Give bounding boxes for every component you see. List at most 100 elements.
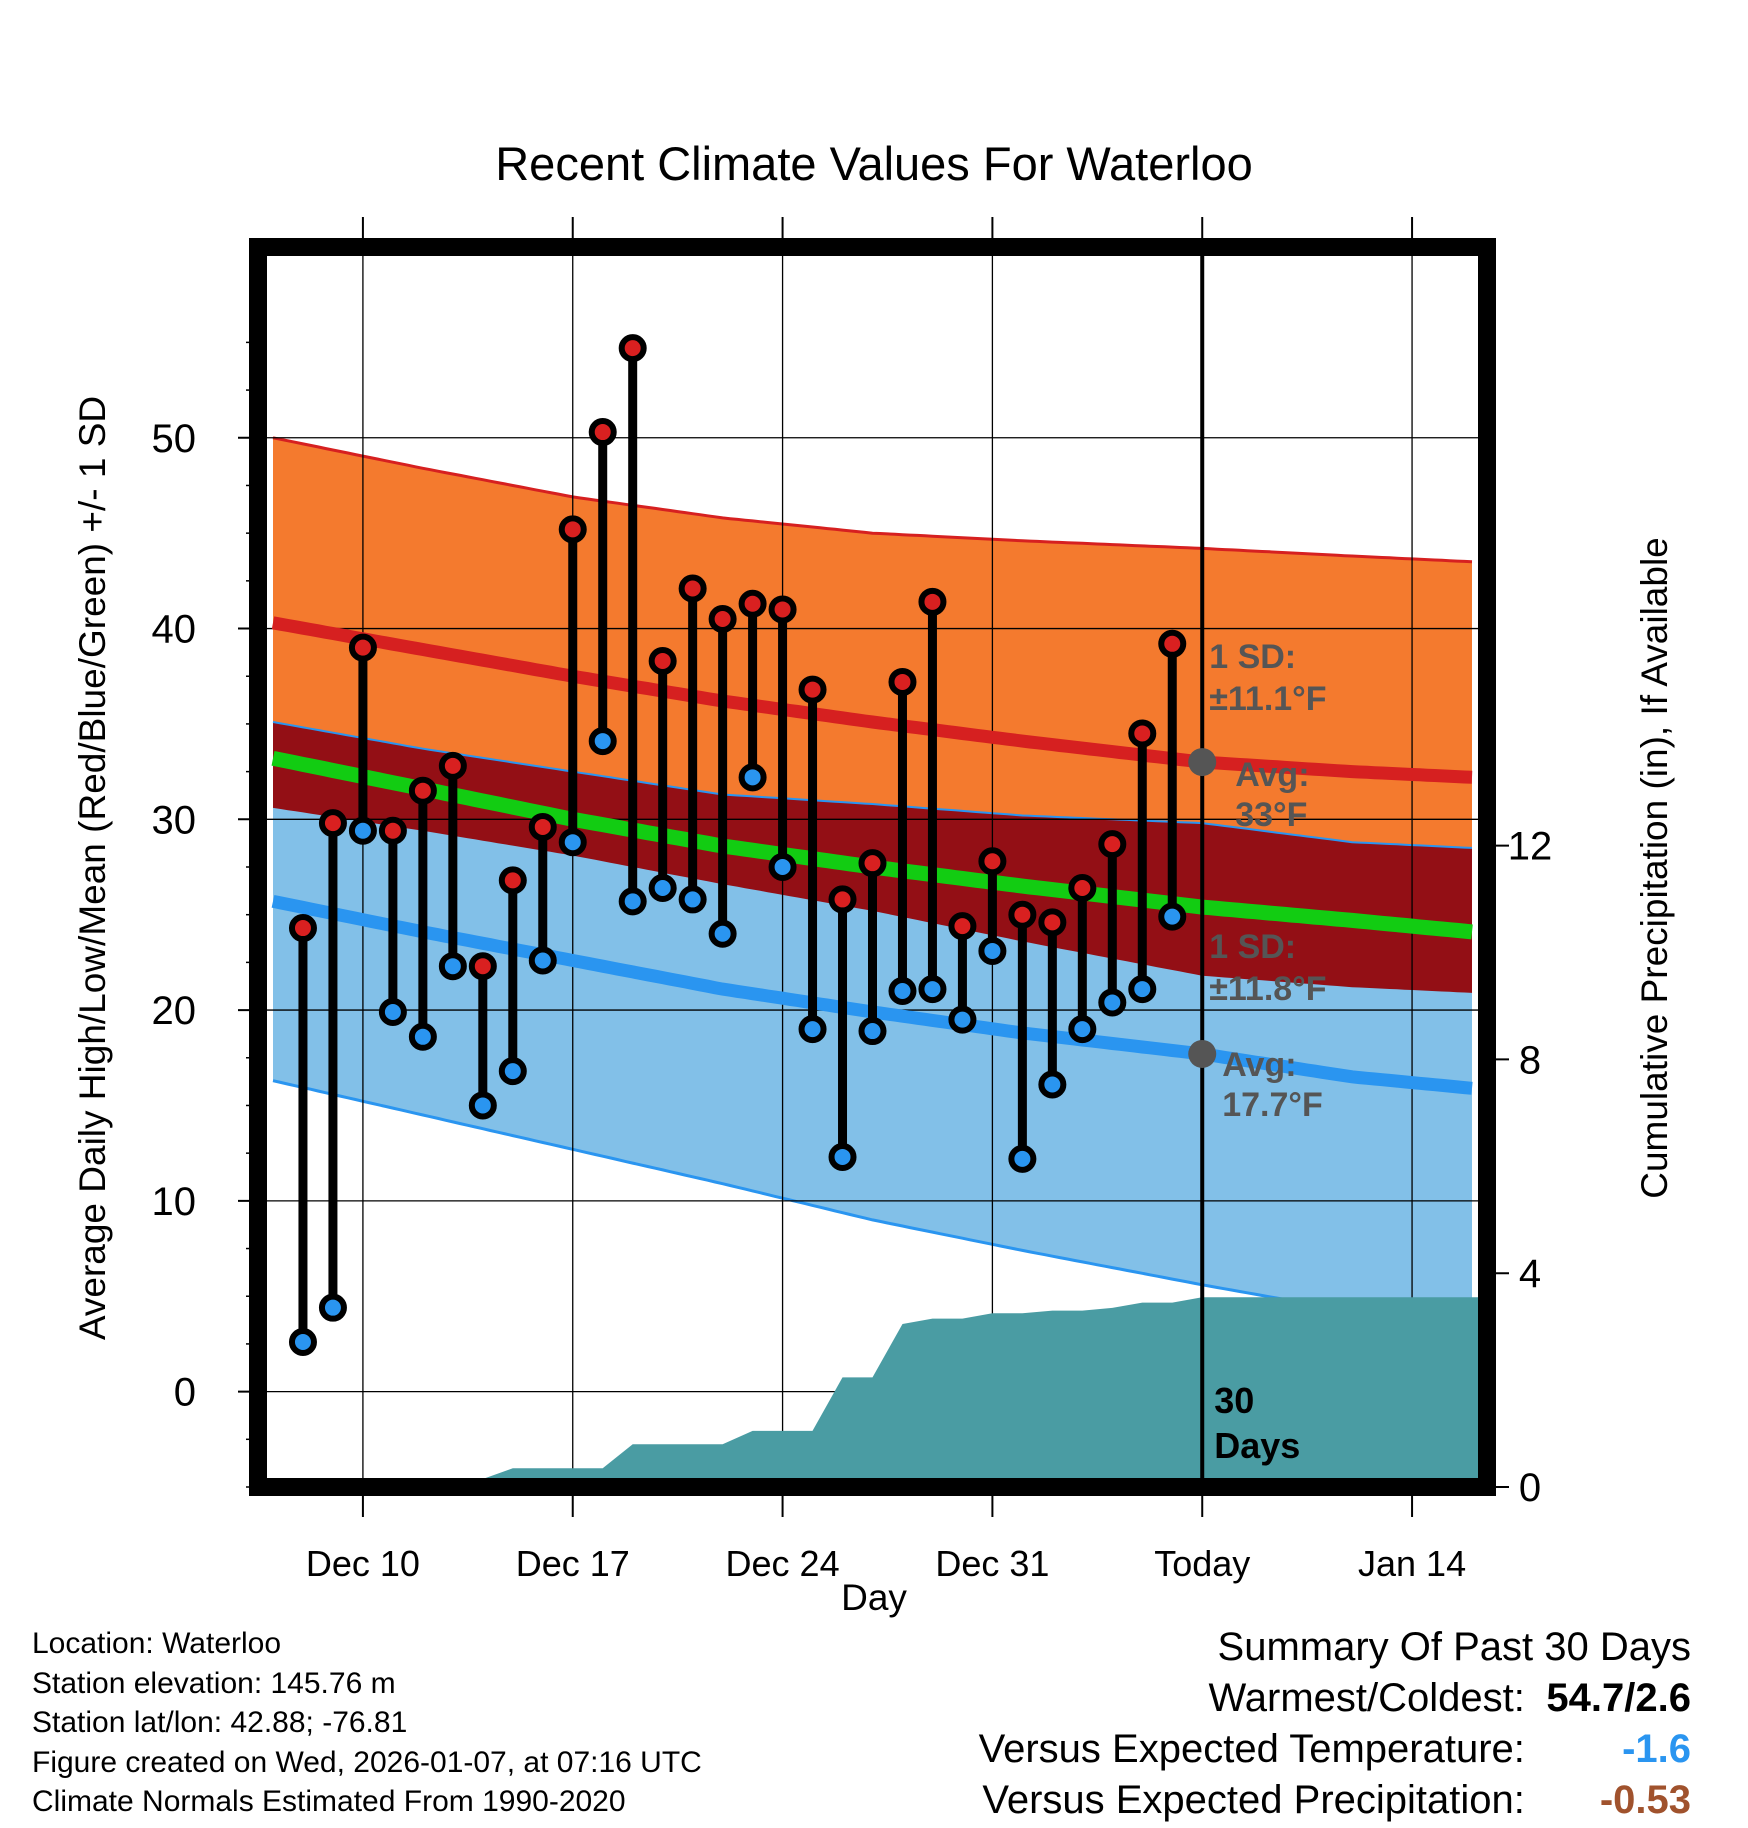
y-tick-label: 10 xyxy=(152,1180,197,1224)
y2-tick-label: 4 xyxy=(1519,1252,1541,1296)
daily-low-point xyxy=(678,885,707,914)
summary-title: Summary Of Past 30 Days xyxy=(1217,1625,1691,1669)
daily-low-point xyxy=(918,975,947,1004)
y-tick-label: 0 xyxy=(174,1371,196,1415)
low-avg-value: 17.7°F xyxy=(1222,1086,1323,1124)
daily-high-point xyxy=(558,515,587,544)
elevation-text: Station elevation: 145.76 m xyxy=(32,1666,396,1700)
daily-low-point xyxy=(1158,902,1187,931)
daily-low-point xyxy=(618,887,647,916)
low-avg-label: Avg: xyxy=(1222,1046,1296,1084)
y-tick-label: 20 xyxy=(152,989,197,1033)
low-upper-edge xyxy=(272,721,1473,849)
daily-high-point xyxy=(1158,629,1187,658)
days-word: Days xyxy=(1214,1425,1300,1466)
temp-row: Versus Expected Temperature: -1.6 xyxy=(979,1724,1691,1775)
daily-high-point xyxy=(918,587,947,616)
temp-label: Versus Expected Temperature: xyxy=(978,1727,1525,1771)
daily-low-point xyxy=(1098,988,1127,1017)
y2-axis-label: Cumulative Precipitation (in), If Availa… xyxy=(1634,537,1675,1199)
daily-low-point xyxy=(828,1142,857,1171)
today-marker: 30 Days xyxy=(1200,247,1300,1487)
daily-low-point xyxy=(438,952,467,981)
daily-high-point xyxy=(318,809,347,838)
daily-high-point xyxy=(438,751,467,780)
precip-row: Versus Expected Precipitation: -0.53 xyxy=(979,1775,1691,1826)
created-text: Figure created on Wed, 2026-01-07, at 07… xyxy=(32,1745,702,1779)
x-tick-label: Today xyxy=(1154,1543,1250,1584)
y2-tick-label: 8 xyxy=(1519,1038,1541,1082)
precip-label: Versus Expected Precipitation: xyxy=(982,1778,1525,1822)
daily-high-point xyxy=(588,418,617,447)
daily-high-point xyxy=(708,605,737,633)
daily-high-point xyxy=(618,334,647,363)
daily-high-point xyxy=(288,914,317,943)
daily-high-point xyxy=(948,912,977,941)
low-sd-value: ±11.8°F xyxy=(1209,970,1326,1008)
daily-high-point xyxy=(738,589,767,618)
avg-high-line xyxy=(271,616,1473,784)
high-avg-dot xyxy=(1188,748,1217,777)
daily-high-point xyxy=(1068,873,1097,902)
daily-low-point xyxy=(798,1015,827,1044)
x-tick-label: Dec 24 xyxy=(726,1543,840,1584)
warmest-row: Warmest/Coldest: 54.7/2.6 xyxy=(979,1673,1692,1724)
daily-low-point xyxy=(318,1293,347,1322)
daily-high-point xyxy=(858,849,887,878)
location-text: Location: Waterloo xyxy=(32,1627,282,1660)
warmest-label: Warmest/Coldest: xyxy=(1208,1676,1525,1720)
y-tick-label: 30 xyxy=(152,798,197,842)
daily-low-point xyxy=(1008,1144,1037,1173)
daily-low-point xyxy=(768,853,797,881)
daily-high-point xyxy=(978,847,1007,876)
latlon-text: Station lat/lon: 42.88; -76.81 xyxy=(32,1706,408,1739)
x-tick-label: Dec 10 xyxy=(306,1543,420,1584)
daily-low-point xyxy=(738,763,767,792)
temp-value: -1.6 xyxy=(1622,1727,1691,1771)
days-count: 30 xyxy=(1214,1380,1254,1421)
daily-high-point xyxy=(768,595,797,624)
normals-text: Climate Normals Estimated From 1990-2020 xyxy=(32,1785,626,1818)
daily-high-point xyxy=(888,667,917,696)
daily-low-point xyxy=(648,873,677,902)
x-axis-label: Day xyxy=(841,1577,907,1618)
daily-low-point xyxy=(1068,1015,1097,1044)
climate-chart: Recent Climate Values For Waterloo 30 Day… xyxy=(72,137,1675,1618)
low-lower-edge xyxy=(272,1079,1473,1331)
daily-low-point xyxy=(528,946,557,975)
daily-high-point xyxy=(1098,830,1127,859)
daily-low-point xyxy=(468,1091,497,1120)
x-tick-label: Dec 17 xyxy=(516,1543,630,1584)
days-label: 30 Days xyxy=(1214,1380,1300,1466)
chart-title: Recent Climate Values For Waterloo xyxy=(495,137,1253,190)
daily-high-point xyxy=(828,885,857,914)
y-tick-label: 40 xyxy=(152,608,197,652)
high-upper-edge xyxy=(272,436,1473,564)
y-tick-label: 50 xyxy=(152,417,197,461)
daily-high-point xyxy=(468,952,497,981)
daily-high-point xyxy=(498,866,527,895)
precip-value: -0.53 xyxy=(1599,1778,1691,1822)
daily-low-point xyxy=(948,1005,977,1034)
daily-low-point xyxy=(1128,975,1157,1004)
low-avg-dot xyxy=(1188,1039,1217,1068)
daily-low-point xyxy=(498,1057,527,1086)
daily-high-point xyxy=(408,776,437,805)
y2-tick-label: 12 xyxy=(1508,825,1553,869)
station-info: Location: Waterloo Station elevation: 14… xyxy=(32,1624,702,1822)
daily-high-point xyxy=(1128,719,1157,748)
warmest-value: 54.7/2.6 xyxy=(1546,1676,1691,1720)
x-tick-label: Dec 31 xyxy=(935,1543,1049,1584)
daily-low-point xyxy=(1038,1070,1067,1099)
daily-high-point xyxy=(528,812,557,841)
daily-points xyxy=(288,334,1187,1357)
daily-low-point xyxy=(348,816,377,845)
high-avg-value: 33°F xyxy=(1235,796,1307,834)
low-sd-label: 1 SD: xyxy=(1209,928,1296,966)
high-sd-label: 1 SD: xyxy=(1209,638,1296,676)
daily-low-point xyxy=(858,1017,887,1046)
daily-high-point xyxy=(348,633,377,662)
daily-low-point xyxy=(888,977,917,1005)
daily-high-point xyxy=(378,816,407,845)
